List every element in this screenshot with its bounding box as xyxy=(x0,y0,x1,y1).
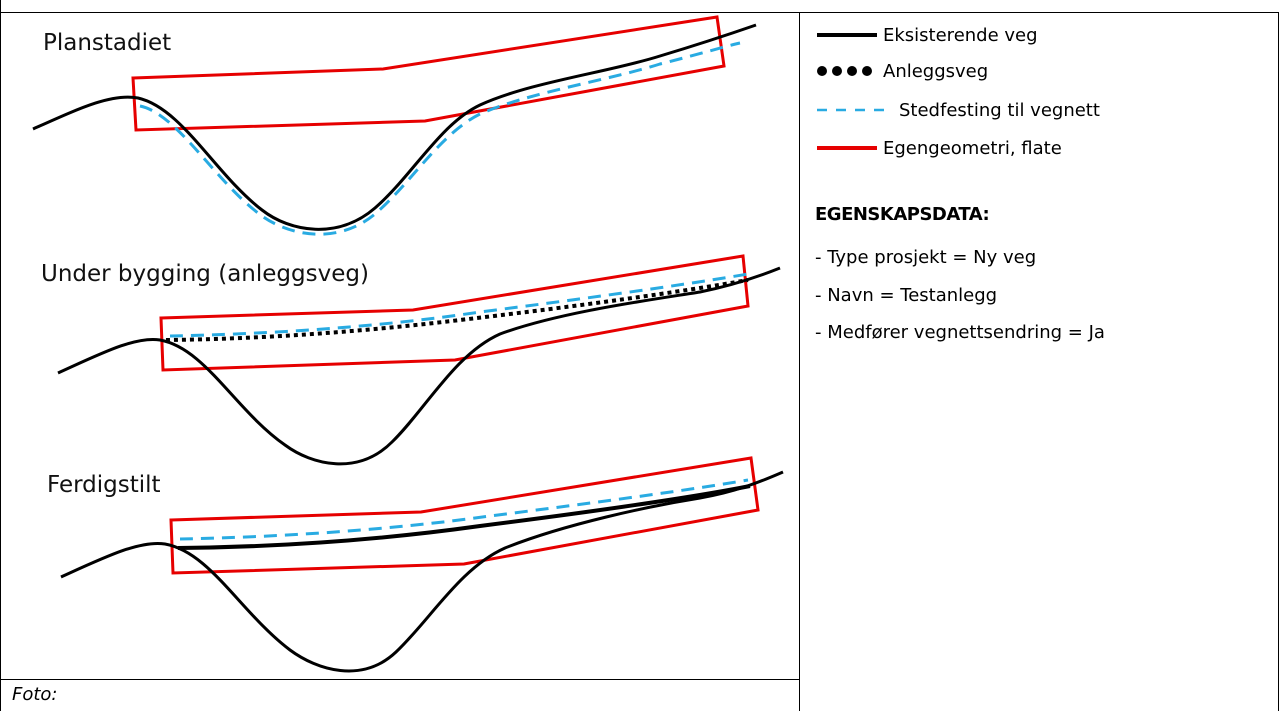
new-road-finished xyxy=(177,484,751,550)
legend-item-existing-road: Eksisterende veg xyxy=(815,22,1038,48)
stage-title-planning: Planstadiet xyxy=(43,30,172,56)
stage-title-construction: Under bygging (anleggsveg) xyxy=(41,261,369,287)
existing-road-planning xyxy=(32,23,757,231)
legend-item-network-location: Stedfesting til vegnett xyxy=(815,97,1100,123)
table-border-top xyxy=(0,12,1279,13)
stage-finished-drawing xyxy=(60,456,784,673)
existing-road-construction xyxy=(57,266,781,466)
property-project-type: - Type prosjekt = Ny veg xyxy=(815,247,1037,268)
area-geometry-finished xyxy=(169,456,760,575)
legend-item-construction-road: Anleggsveg xyxy=(815,58,988,84)
network-location-construction xyxy=(169,272,749,338)
legend-swatch-dashed-blue xyxy=(817,108,893,112)
property-name: - Navn = Testanlegg xyxy=(815,285,998,306)
stage-title-finished: Ferdigstilt xyxy=(47,472,161,498)
photo-caption: Foto: xyxy=(12,684,58,705)
network-location-planning xyxy=(139,41,741,236)
legend-label: Stedfesting til vegnett xyxy=(899,99,1100,121)
table-column-divider xyxy=(799,12,800,711)
network-location-finished xyxy=(179,478,749,541)
legend-label: Egengeometri, flate xyxy=(883,137,1062,159)
caption-row-divider xyxy=(0,679,800,680)
legend-swatch-dotted-black xyxy=(817,66,872,76)
road-stages-diagram xyxy=(32,15,784,673)
properties-heading: EGENSKAPSDATA: xyxy=(815,204,990,225)
legend-swatch-solid-red xyxy=(817,146,877,150)
construction-road xyxy=(165,278,749,342)
legend-item-area-geometry: Egengeometri, flate xyxy=(815,135,1062,161)
area-geometry-construction xyxy=(159,254,750,372)
table-border-left xyxy=(0,0,1,711)
property-network-change: - Medfører vegnettsendring = Ja xyxy=(815,322,1105,343)
area-geometry-planning xyxy=(131,15,726,132)
existing-road-finished xyxy=(60,470,784,673)
legend-swatch-solid-black xyxy=(817,33,877,37)
stage-construction-drawing xyxy=(57,254,781,466)
legend-label: Eksisterende veg xyxy=(883,24,1038,46)
stage-planning-drawing xyxy=(32,15,757,236)
legend-label: Anleggsveg xyxy=(883,60,989,82)
